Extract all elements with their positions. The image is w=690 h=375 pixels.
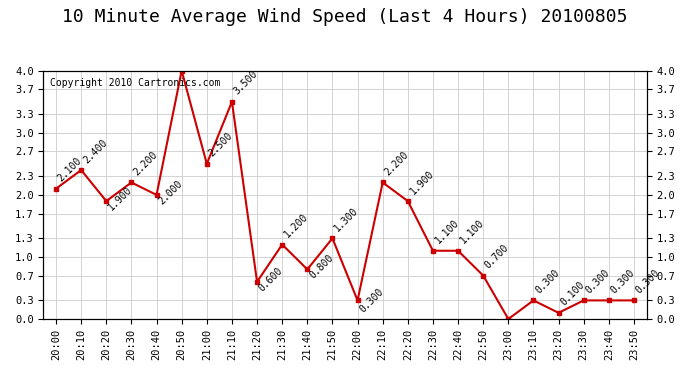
Text: 1.100: 1.100 xyxy=(433,218,461,246)
Text: 10 Minute Average Wind Speed (Last 4 Hours) 20100805: 10 Minute Average Wind Speed (Last 4 Hou… xyxy=(62,8,628,26)
Text: 0.300: 0.300 xyxy=(634,268,662,296)
Text: 1.900: 1.900 xyxy=(106,184,134,212)
Text: 2.500: 2.500 xyxy=(207,131,235,159)
Text: 0.600: 0.600 xyxy=(257,265,285,293)
Text: 4.000: 4.000 xyxy=(0,374,1,375)
Text: 1.200: 1.200 xyxy=(282,212,310,240)
Text: Copyright 2010 Cartronics.com: Copyright 2010 Cartronics.com xyxy=(50,78,220,88)
Text: 1.100: 1.100 xyxy=(458,218,486,246)
Text: 3.500: 3.500 xyxy=(232,69,259,97)
Text: 1.900: 1.900 xyxy=(408,168,435,196)
Text: 0.300: 0.300 xyxy=(533,268,561,296)
Text: 2.000: 2.000 xyxy=(157,178,184,206)
Text: 1.300: 1.300 xyxy=(333,206,360,233)
Text: 0.300: 0.300 xyxy=(357,286,386,314)
Text: 0.100: 0.100 xyxy=(559,280,586,308)
Text: 2.400: 2.400 xyxy=(81,137,109,165)
Text: 2.100: 2.100 xyxy=(56,156,84,184)
Text: 0.700: 0.700 xyxy=(483,243,511,271)
Text: 0.300: 0.300 xyxy=(584,268,611,296)
Text: 0.800: 0.800 xyxy=(307,253,335,280)
Text: 0.300: 0.300 xyxy=(609,268,637,296)
Text: 2.200: 2.200 xyxy=(383,150,411,177)
Text: 0.000: 0.000 xyxy=(0,374,1,375)
Text: 2.200: 2.200 xyxy=(131,150,159,177)
